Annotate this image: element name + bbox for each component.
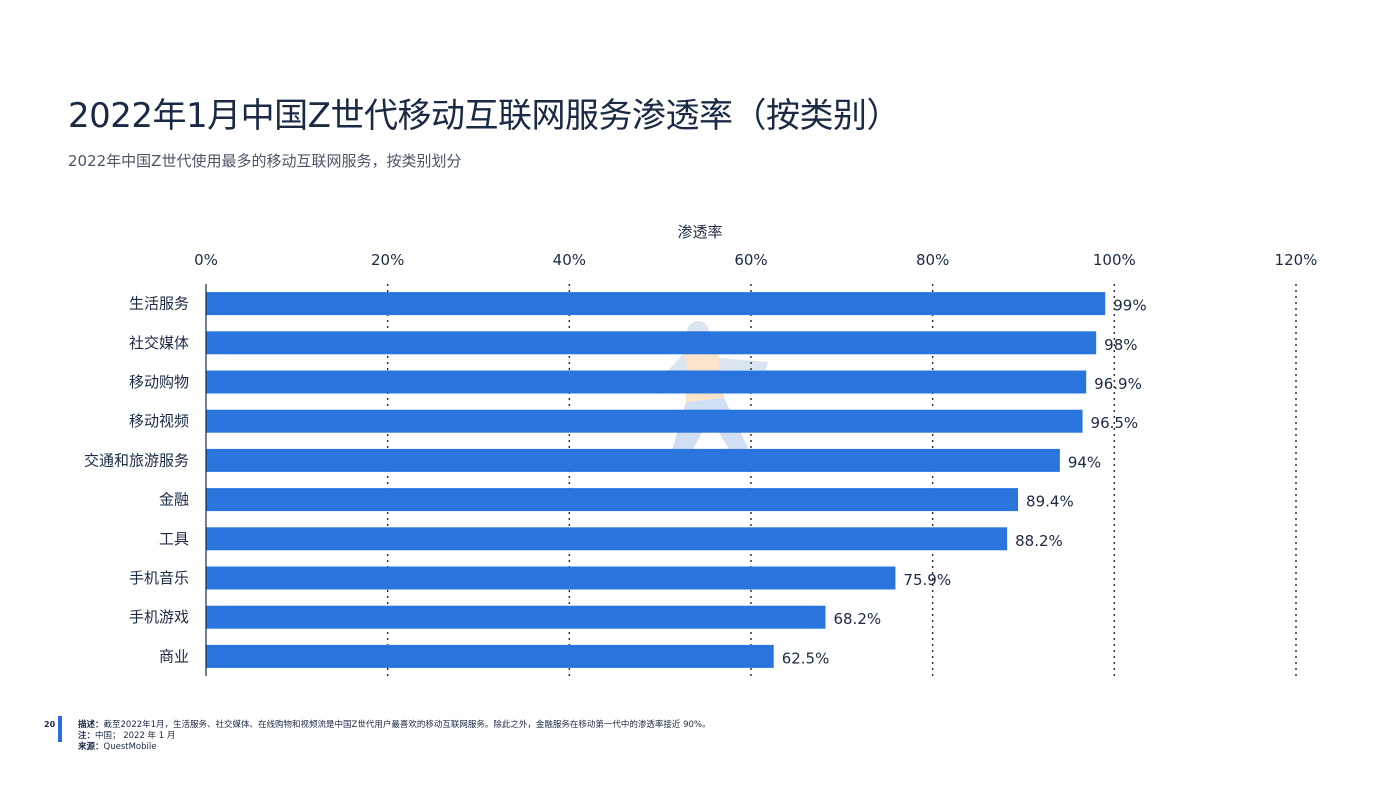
data-label: 98% xyxy=(1104,336,1137,354)
x-tick-labels: 0% 20% 40% 60% 80% 100% 120% xyxy=(194,251,1317,269)
category-label: 工具 xyxy=(159,530,189,548)
data-label: 94% xyxy=(1068,453,1101,471)
bar xyxy=(206,644,774,668)
x-tick-label: 60% xyxy=(734,251,767,269)
source-label: 来源： xyxy=(78,742,104,752)
page-number: 20 xyxy=(44,720,56,729)
x-axis-title: 渗透率 xyxy=(677,223,722,241)
bar xyxy=(206,605,826,629)
description-text: 截至2022年1月，生活服务、社交媒体、在线购物和视频流是中国Z世代用户最喜欢的… xyxy=(103,720,711,730)
x-tick-label: 120% xyxy=(1275,251,1318,269)
footer-accent-bar xyxy=(58,716,62,742)
data-labels: 99% 98% 96.9% 96.5% 94% 89.4% 88.2% 75.9% 68.2% 6… xyxy=(782,297,1147,668)
x-tick-label: 0% xyxy=(194,251,218,269)
x-tick-label: 40% xyxy=(553,251,586,269)
data-label: 96.5% xyxy=(1091,414,1139,432)
category-label: 社交媒体 xyxy=(129,334,189,352)
bar xyxy=(206,566,896,590)
note-label: 注： xyxy=(78,731,96,741)
category-label: 生活服务 xyxy=(129,295,189,313)
data-label: 89.4% xyxy=(1026,493,1074,511)
data-label: 99% xyxy=(1113,297,1146,315)
data-label: 62.5% xyxy=(782,649,830,667)
page-subtitle: 2022年中国Z世代使用最多的移动互联网服务，按类别划分 xyxy=(68,152,462,170)
bar xyxy=(206,527,1008,551)
category-label: 移动购物 xyxy=(129,373,189,391)
page-title: 2022年1月中国Z世代移动互联网服务渗透率（按类别） xyxy=(68,96,900,136)
x-tick-label: 100% xyxy=(1093,251,1136,269)
data-label: 88.2% xyxy=(1015,532,1063,550)
category-label: 移动视频 xyxy=(129,412,189,430)
x-tick-label: 80% xyxy=(916,251,949,269)
bar xyxy=(206,370,1087,394)
category-label: 手机音乐 xyxy=(129,569,189,587)
source-text: QuestMobile xyxy=(103,742,157,752)
bar xyxy=(206,409,1083,433)
bar xyxy=(206,331,1097,355)
bars xyxy=(206,292,1106,668)
description-label: 描述： xyxy=(78,720,104,730)
category-label: 交通和旅游服务 xyxy=(84,451,189,469)
note-text: 中国； 2022 年 1 月 xyxy=(95,731,176,741)
x-tick-label: 20% xyxy=(371,251,404,269)
category-label: 商业 xyxy=(159,647,189,665)
bar xyxy=(206,448,1060,472)
bar xyxy=(206,292,1106,316)
data-label: 96.9% xyxy=(1094,375,1142,393)
bar xyxy=(206,488,1019,512)
footer-notes: 描述：截至2022年1月，生活服务、社交媒体、在线购物和视频流是中国Z世代用户最… xyxy=(78,720,710,753)
data-label: 75.9% xyxy=(903,571,951,589)
data-label: 68.2% xyxy=(833,610,881,628)
category-label: 金融 xyxy=(159,491,189,509)
category-label: 手机游戏 xyxy=(129,608,189,626)
